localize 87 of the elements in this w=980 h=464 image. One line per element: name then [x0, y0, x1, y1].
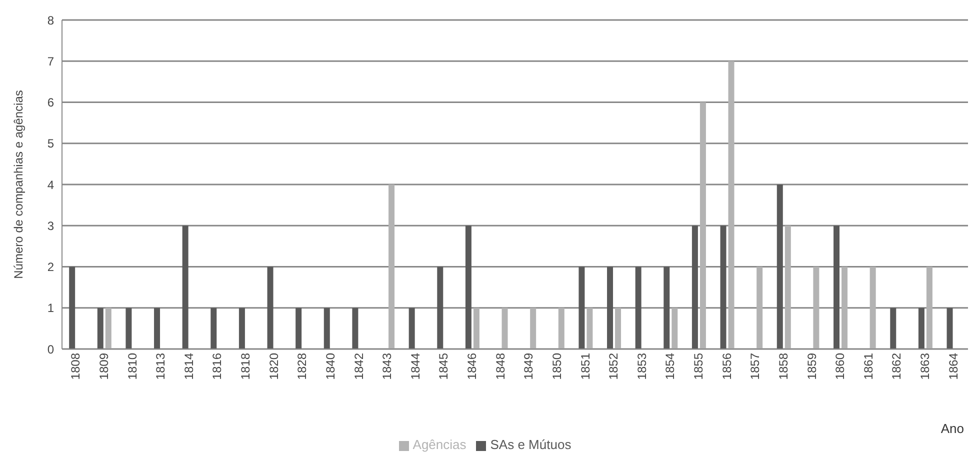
bar	[776, 184, 783, 349]
bar	[756, 266, 763, 349]
bar	[324, 308, 330, 349]
x-tick-label: 1820	[266, 352, 281, 380]
bar	[105, 308, 112, 349]
bar	[664, 266, 670, 349]
bar	[890, 308, 896, 349]
bar	[918, 308, 924, 349]
bar	[784, 226, 791, 349]
x-tick-label: 1828	[295, 352, 310, 380]
bar	[530, 308, 536, 349]
x-tick-label: 1814	[182, 352, 196, 380]
bar	[946, 308, 953, 349]
bar	[728, 61, 734, 349]
bar	[615, 308, 622, 349]
x-tick-label: 1858	[776, 352, 790, 380]
x-tick-label: 1860	[833, 352, 848, 380]
x-tick-label: 1810	[125, 352, 140, 380]
y-tick-label: 5	[47, 136, 54, 151]
x-tick-label: 1864	[946, 352, 960, 380]
bar	[842, 266, 848, 349]
bar	[834, 226, 840, 349]
x-tick-label: 1857	[748, 352, 762, 380]
bar	[558, 308, 564, 349]
bar	[97, 308, 104, 349]
bar	[465, 226, 472, 349]
x-tick-label: 1852	[606, 352, 621, 380]
y-tick-label: 6	[47, 96, 54, 110]
bar	[238, 308, 245, 349]
x-tick-label: 1808	[68, 352, 83, 380]
y-tick-label: 8	[47, 13, 54, 28]
bar	[926, 266, 932, 349]
x-tick-label: 1850	[550, 352, 564, 380]
y-tick-label: 3	[47, 218, 54, 233]
bar	[586, 308, 593, 349]
x-tick-label: 1843	[380, 352, 394, 380]
x-tick-label: 1842	[352, 352, 366, 380]
x-tick-label: 1809	[96, 352, 111, 380]
x-tick-label: 1849	[522, 352, 536, 380]
bar	[437, 266, 444, 349]
x-tick-label: 1854	[663, 352, 678, 380]
x-tick-label: 1818	[238, 352, 253, 380]
bar	[296, 308, 302, 349]
x-tick-label: 1863	[918, 352, 932, 380]
bar	[635, 266, 642, 349]
bar	[352, 308, 358, 349]
bar	[578, 266, 585, 349]
legend-label: SAs e Mútuos	[490, 437, 572, 452]
y-axis-title: Número de companhias e agências	[11, 90, 26, 279]
x-tick-label: 1844	[408, 352, 422, 380]
bar	[267, 266, 274, 349]
x-tick-label: 1853	[634, 352, 649, 380]
y-tick-label: 4	[47, 178, 54, 192]
bar	[720, 226, 726, 349]
x-tick-label: 1846	[465, 352, 480, 380]
bar	[502, 308, 508, 349]
x-tick-label: 1851	[578, 352, 592, 380]
y-tick-label: 1	[47, 301, 54, 316]
bar	[408, 308, 415, 349]
bar	[210, 308, 217, 349]
legend-label: Agências	[412, 437, 466, 452]
x-tick-label: 1845	[436, 352, 451, 380]
x-tick-label: 1856	[720, 352, 734, 380]
bar	[473, 308, 480, 349]
x-tick-label: 1816	[210, 352, 224, 380]
bar	[813, 266, 820, 349]
x-tick-label: 1840	[323, 352, 338, 380]
bar	[692, 226, 698, 349]
x-axis-title: Ano	[940, 421, 964, 436]
bar	[182, 226, 188, 349]
x-tick-label: 1862	[890, 352, 904, 380]
y-tick-label: 7	[47, 54, 54, 68]
bar	[154, 308, 160, 349]
x-tick-label: 1813	[154, 352, 168, 380]
bar	[126, 308, 132, 349]
y-tick-label: 2	[47, 260, 54, 274]
bar	[672, 308, 678, 349]
x-tick-label: 1848	[493, 352, 508, 380]
bar	[607, 266, 614, 349]
y-tick-label: 0	[47, 342, 54, 356]
x-tick-label: 1861	[861, 352, 876, 380]
bar	[388, 184, 395, 349]
x-tick-label: 1855	[692, 352, 706, 380]
bar	[700, 102, 706, 349]
bar	[870, 266, 876, 349]
bar	[69, 266, 76, 349]
x-tick-label: 1859	[804, 352, 819, 380]
